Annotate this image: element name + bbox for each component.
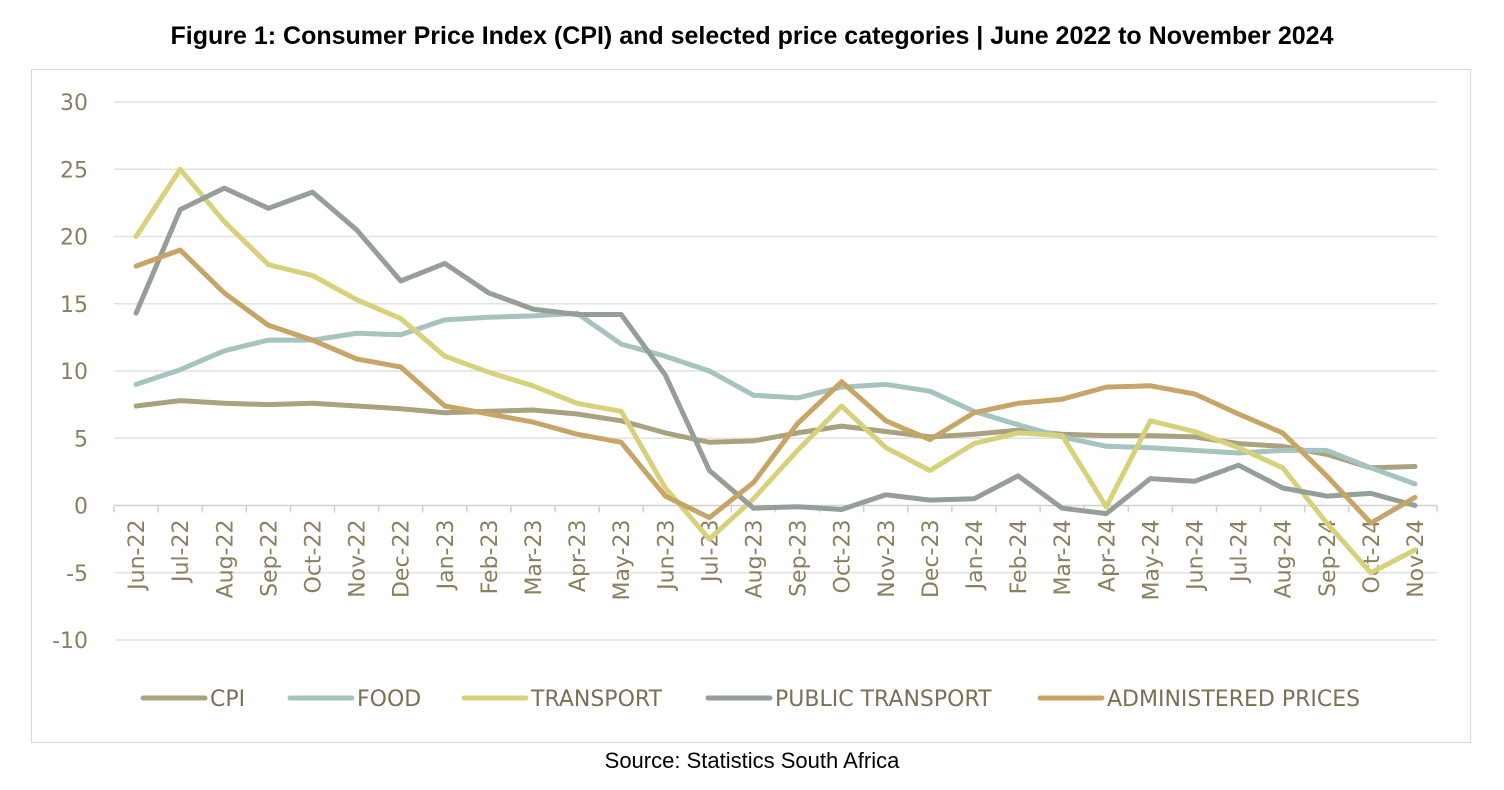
- x-tick-label: Aug-24: [1272, 520, 1297, 599]
- legend-label: FOOD: [357, 687, 421, 712]
- legend-label: CPI: [210, 687, 245, 712]
- x-tick-label: Nov-23: [875, 520, 900, 598]
- source-note: Source: Statistics South Africa: [604, 748, 900, 773]
- y-tick-label: 20: [60, 226, 88, 251]
- y-tick-label: 0: [74, 495, 88, 520]
- y-tick-label: -10: [52, 629, 88, 654]
- legend-label: TRANSPORT: [530, 687, 663, 712]
- y-tick-label: -5: [66, 562, 88, 587]
- x-tick-label: Jul-24: [1228, 520, 1253, 584]
- chart-frame: [31, 69, 1471, 743]
- y-tick-label: 10: [60, 360, 88, 385]
- chart-title: Figure 1: Consumer Price Index (CPI) and…: [170, 22, 1334, 50]
- x-tick-label: Jan-23: [434, 520, 459, 592]
- y-tick-label: 30: [60, 91, 88, 116]
- legend-label: ADMINISTERED PRICES: [1107, 687, 1360, 712]
- y-tick-label: 5: [74, 427, 88, 452]
- x-tick-label: Sep-22: [257, 520, 282, 597]
- x-tick-label: Jun-23: [654, 520, 679, 592]
- legend: CPI FOOD TRANSPORT PUBLIC TRANSPORT ADMINIST…: [140, 687, 1360, 712]
- series-line-administered-prices: [133, 247, 1418, 526]
- x-tick-label: Aug-23: [742, 520, 767, 599]
- x-tick-label: Jun-22: [125, 520, 150, 592]
- x-tick-label: Nov-24: [1404, 520, 1429, 598]
- x-tick-label: Feb-24: [1007, 520, 1032, 595]
- series-line-transport: [133, 166, 1418, 576]
- x-tick-label: Nov-22: [346, 520, 371, 598]
- x-tick-label: Mar-24: [1051, 520, 1076, 596]
- x-tick-label: Jan-24: [963, 520, 988, 592]
- series-lines: [133, 166, 1418, 576]
- series-line-public-transport: [133, 185, 1418, 517]
- x-tick-label: May-23: [610, 520, 635, 601]
- x-tick-label: Mar-23: [522, 520, 547, 596]
- y-axis-ticks: 30 25 20 15 10 5 0 -5 -10: [52, 91, 88, 654]
- x-tick-label: Oct-22: [301, 520, 326, 594]
- x-tick-label: Dec-23: [919, 520, 944, 599]
- x-tick-label: Apr-24: [1095, 520, 1120, 593]
- y-tick-label: 15: [60, 293, 88, 318]
- legend-label: PUBLIC TRANSPORT: [775, 687, 992, 712]
- y-tick-label: 25: [60, 158, 88, 183]
- series-line-cpi: [133, 398, 1418, 471]
- x-axis-ticks: Jun-22 Jul-22 Aug-22 Sep-22 Oct-22 Nov-22 Dec-…: [113, 505, 1438, 601]
- x-tick-label: Aug-22: [213, 520, 238, 599]
- x-tick-label: Oct-24: [1360, 520, 1385, 594]
- series-line-food: [133, 310, 1418, 487]
- x-tick-label: Apr-23: [566, 520, 591, 593]
- x-tick-label: Jun-24: [1183, 520, 1208, 592]
- x-tick-label: Dec-22: [390, 520, 415, 599]
- x-tick-label: Feb-23: [478, 520, 503, 595]
- x-tick-label: Jul-22: [169, 520, 194, 584]
- x-tick-label: Sep-23: [787, 520, 812, 597]
- x-tick-label: Oct-23: [831, 520, 856, 594]
- x-tick-label: May-24: [1139, 520, 1164, 601]
